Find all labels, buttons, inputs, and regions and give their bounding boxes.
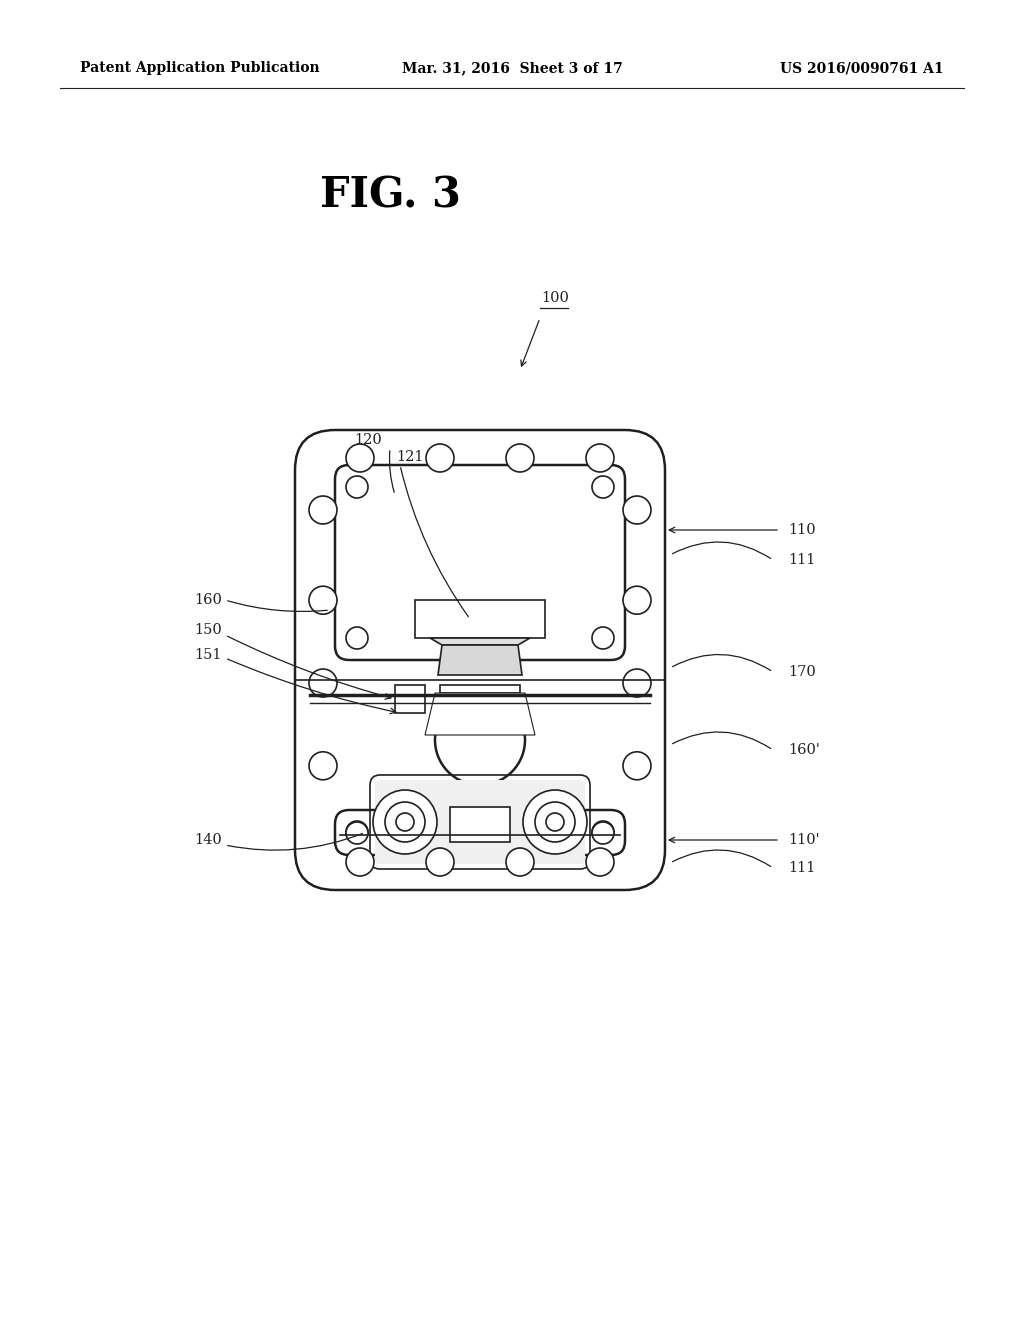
Bar [440,685,520,693]
Circle shape [623,586,651,614]
Circle shape [506,444,534,473]
Circle shape [385,803,425,842]
Circle shape [309,752,337,780]
Bar [395,685,425,713]
Circle shape [346,822,368,843]
Circle shape [546,813,564,832]
Text: 151: 151 [195,648,222,663]
Polygon shape [438,645,522,675]
Text: US 2016/0090761 A1: US 2016/0090761 A1 [780,61,944,75]
Text: 120: 120 [354,433,382,447]
Circle shape [309,496,337,524]
Circle shape [435,696,525,785]
Circle shape [592,477,614,498]
Circle shape [592,627,614,649]
Text: 111: 111 [788,861,815,875]
Circle shape [309,586,337,614]
Circle shape [346,821,368,843]
Circle shape [506,847,534,876]
Circle shape [523,789,587,854]
FancyBboxPatch shape [375,780,585,865]
Circle shape [535,803,575,842]
Text: 140: 140 [195,833,222,847]
Circle shape [426,444,454,473]
Circle shape [346,627,368,649]
Circle shape [586,444,614,473]
Text: 160: 160 [195,593,222,607]
Text: 170: 170 [788,665,816,678]
Circle shape [623,752,651,780]
Circle shape [426,847,454,876]
Circle shape [346,477,368,498]
Circle shape [623,496,651,524]
Polygon shape [425,693,535,735]
Circle shape [592,821,614,843]
Circle shape [346,847,374,876]
Text: 110: 110 [788,523,816,537]
Polygon shape [430,638,530,645]
Text: Mar. 31, 2016  Sheet 3 of 17: Mar. 31, 2016 Sheet 3 of 17 [401,61,623,75]
Circle shape [592,822,614,843]
Text: 110': 110' [788,833,819,847]
Text: 111: 111 [788,553,815,568]
Text: 150: 150 [195,623,222,638]
Circle shape [346,444,374,473]
Bar [415,601,545,638]
Bar [450,807,510,842]
Text: FIG. 3: FIG. 3 [319,174,461,216]
Circle shape [396,813,414,832]
Circle shape [373,789,437,854]
Text: 160': 160' [788,743,820,756]
Circle shape [586,847,614,876]
Circle shape [623,669,651,697]
Text: Patent Application Publication: Patent Application Publication [80,61,319,75]
Circle shape [309,669,337,697]
Text: 100: 100 [541,290,569,305]
Text: 121: 121 [396,450,424,465]
